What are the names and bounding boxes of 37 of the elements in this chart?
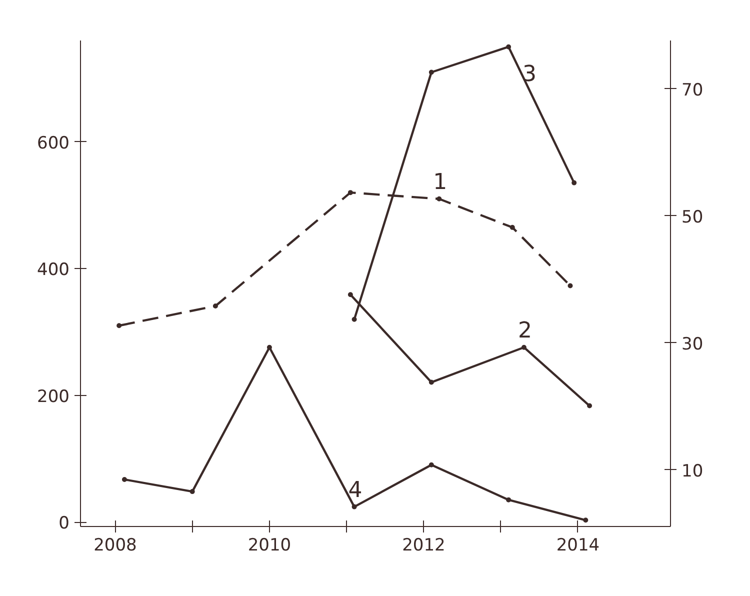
y2-tick-label: 70: [682, 80, 704, 100]
point: [428, 380, 434, 385]
point: [348, 292, 353, 298]
y2-tick-label: 10: [682, 461, 704, 482]
series-label: 1: [433, 170, 448, 195]
series-label: 2: [518, 318, 532, 344]
point: [116, 323, 122, 328]
x-tick-label: 2012: [402, 536, 446, 556]
point: [352, 504, 357, 510]
point: [572, 180, 577, 186]
point: [348, 190, 353, 196]
point: [428, 462, 434, 468]
series-label: 3: [522, 62, 537, 87]
series-label: 4: [348, 478, 362, 503]
point: [122, 476, 127, 482]
point: [583, 518, 588, 523]
point: [212, 304, 218, 308]
x-tick-label: 2008: [94, 536, 137, 556]
point: [568, 283, 573, 288]
x-tick-label: 2014: [556, 536, 600, 556]
point: [352, 316, 357, 322]
y2-tick-label: 30: [682, 334, 704, 354]
y-tick-label: 400: [37, 260, 70, 280]
point: [266, 344, 272, 350]
point: [190, 489, 195, 494]
y-tick-label: 200: [37, 386, 70, 407]
y-tick-label: 0: [58, 514, 70, 534]
point: [521, 344, 526, 350]
point: [506, 497, 512, 502]
point: [436, 196, 442, 202]
x-tick-label: 2010: [248, 536, 292, 556]
y2-tick-label: 50: [682, 207, 704, 228]
point: [428, 70, 434, 75]
point: [587, 403, 592, 408]
point: [510, 224, 515, 230]
y-tick-label: 600: [37, 133, 70, 154]
point: [506, 44, 512, 50]
